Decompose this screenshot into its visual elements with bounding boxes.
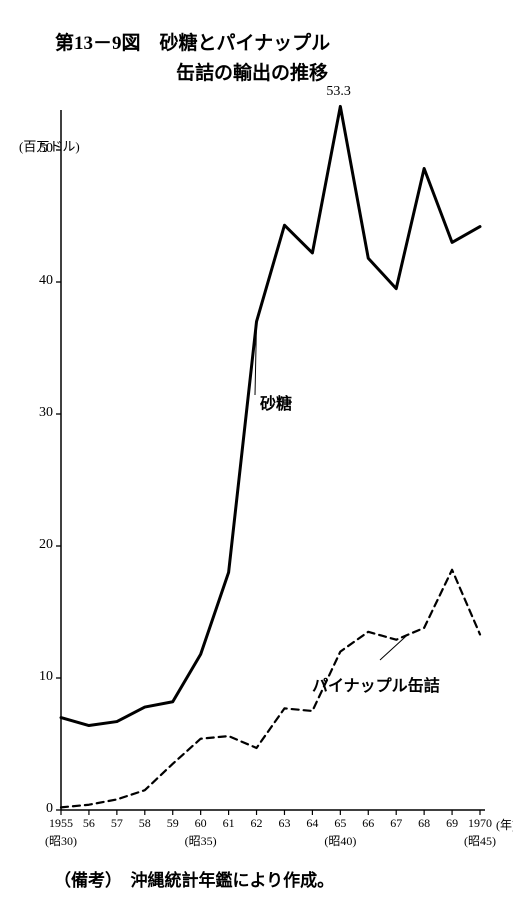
y-tick-label: 40 <box>39 273 53 289</box>
y-tick-label: 0 <box>46 801 53 817</box>
x-tick-label: 58 <box>139 816 151 831</box>
series-label-sugar: 砂糖 <box>260 390 292 414</box>
x-tick-label: 68 <box>418 816 430 831</box>
series-sugar <box>61 106 480 725</box>
x-tick-sublabel: (昭30) <box>45 832 77 849</box>
line-chart <box>0 0 513 913</box>
x-tick-label: 57 <box>111 816 123 831</box>
y-tick-label: 50 <box>39 141 53 157</box>
footnote: （備考） 沖縄統計年鑑により作成。 <box>54 866 334 891</box>
x-axis-unit: (年) <box>496 816 513 833</box>
series-label-pineapple: パイナップル缶詰 <box>312 672 440 696</box>
x-tick-label: 56 <box>83 816 95 831</box>
x-tick-label: 62 <box>251 816 263 831</box>
x-tick-sublabel: (昭35) <box>185 832 217 849</box>
y-tick-label: 20 <box>39 537 53 553</box>
x-tick-label: 63 <box>278 816 290 831</box>
x-tick-label: 61 <box>223 816 235 831</box>
x-tick-label: 66 <box>362 816 374 831</box>
x-tick-sublabel: (昭40) <box>324 832 356 849</box>
x-tick-label: 69 <box>446 816 458 831</box>
x-tick-label: 59 <box>167 816 179 831</box>
x-tick-label: 67 <box>390 816 402 831</box>
y-tick-label: 10 <box>39 669 53 685</box>
x-tick-label: 1970 <box>468 816 492 831</box>
x-tick-label: 1955 <box>49 816 73 831</box>
x-tick-label: 65 <box>334 816 346 831</box>
x-tick-label: 64 <box>306 816 318 831</box>
x-tick-label: 60 <box>195 816 207 831</box>
x-tick-sublabel: (昭45) <box>464 832 496 849</box>
y-tick-label: 30 <box>39 405 53 421</box>
